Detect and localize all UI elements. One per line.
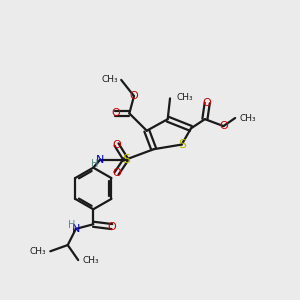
Text: H: H	[92, 159, 99, 169]
Text: O: O	[111, 108, 120, 118]
Text: CH₃: CH₃	[83, 256, 100, 265]
Text: H: H	[68, 220, 76, 230]
Text: O: O	[203, 98, 212, 108]
Text: S: S	[178, 138, 186, 151]
Text: CH₃: CH₃	[29, 247, 46, 256]
Text: N: N	[72, 224, 80, 234]
Text: CH₃: CH₃	[176, 93, 193, 102]
Text: O: O	[130, 91, 138, 101]
Text: O: O	[112, 140, 121, 150]
Text: CH₃: CH₃	[239, 113, 256, 122]
Text: O: O	[219, 121, 228, 131]
Text: O: O	[107, 222, 116, 232]
Text: N: N	[96, 154, 104, 165]
Text: CH₃: CH₃	[101, 75, 118, 84]
Text: S: S	[122, 153, 130, 166]
Text: O: O	[112, 168, 121, 178]
